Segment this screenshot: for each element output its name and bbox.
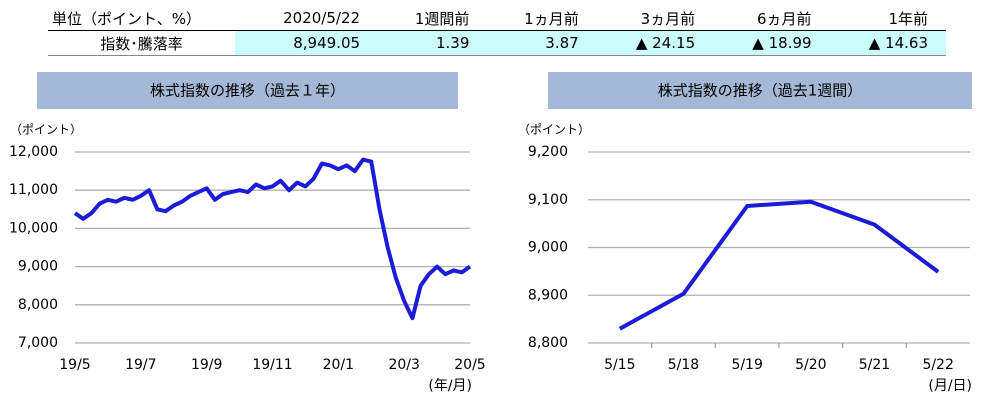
y-tick-label: 10,000 [9, 220, 58, 236]
header-cell: 単位（ポイント、%） [48, 6, 235, 31]
x-tick-label: 19/5 [59, 357, 90, 373]
y-tick-label: 8,000 [18, 297, 58, 313]
x-axis-label: (年/月) [428, 378, 472, 394]
x-tick-label: 5/18 [668, 357, 699, 373]
title-box [548, 72, 972, 109]
x-tick-label: 20/5 [454, 357, 485, 373]
chart-title: 株式指数の推移（過去１年） [150, 82, 345, 100]
summary-table: 単位（ポイント、%） 2020/5/22 1週間前 1ヵ月前 3ヵ月前 6ヵ月前 1年前 指… [48, 6, 946, 56]
x-tick-label: 5/15 [604, 357, 635, 373]
y-tick-label: 12,000 [9, 144, 58, 160]
y-tick-label: 9,200 [528, 144, 568, 160]
y-axis-label: （ポイント） [10, 123, 82, 137]
cell: 指数･騰落率 [48, 30, 235, 56]
cell: ▲ 18.99 [713, 30, 830, 56]
x-tick-label: 19/9 [191, 357, 222, 373]
x-tick-label: 19/7 [125, 357, 156, 373]
y-axis-label: （ポイント） [518, 123, 590, 137]
line [73, 157, 472, 321]
y-tick-label: 8,800 [528, 335, 568, 351]
header-cell: 2020/5/22 [235, 6, 379, 31]
x-tick-label: 5/19 [731, 357, 762, 373]
cell: 1.39 [378, 30, 488, 56]
y-tick-label: 9,000 [18, 259, 58, 275]
header-cell: 1週間前 [378, 6, 488, 31]
chart-title: 株式指数の推移（過去1週間） [658, 82, 863, 100]
y-tick-label: 9,100 [528, 192, 568, 208]
header-cell: 6ヵ月前 [713, 6, 830, 31]
line [618, 199, 940, 331]
x-tick-label: 19/11 [252, 357, 292, 373]
cell: ▲ 24.15 [596, 30, 714, 56]
header-cell: 1ヵ月前 [487, 6, 597, 31]
cell: ▲ 14.63 [829, 30, 946, 56]
x-tick-label: 5/22 [922, 357, 953, 373]
title-box [37, 72, 458, 109]
y-tick-label: 8,900 [528, 287, 568, 303]
header-cell: 3ヵ月前 [596, 6, 714, 31]
header-cell: 1年前 [829, 6, 946, 31]
x-axis-label: (月/日) [928, 378, 972, 394]
y-tick-label: 7,000 [18, 335, 58, 351]
x-tick-label: 5/21 [859, 357, 890, 373]
x-tick-label: 20/3 [388, 357, 419, 373]
cell: 3.87 [487, 30, 597, 56]
cell: 8,949.05 [235, 30, 379, 56]
y-tick-label: 11,000 [9, 182, 58, 198]
x-tick-label: 20/1 [323, 357, 354, 373]
y-tick-label: 9,000 [528, 240, 568, 256]
x-tick-label: 5/20 [795, 357, 826, 373]
